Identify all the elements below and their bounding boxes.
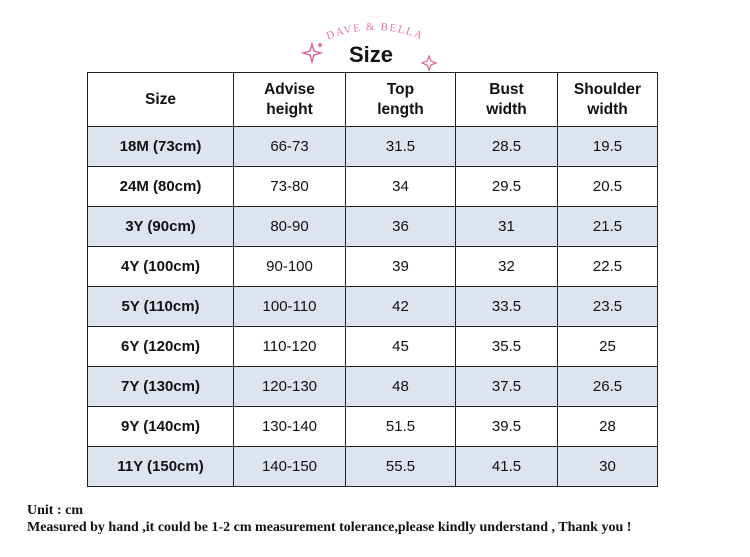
value-cell: 32 — [455, 246, 558, 287]
value-cell: 31 — [455, 206, 558, 247]
value-cell: 30 — [557, 446, 658, 487]
size-cell: 18M (73cm) — [87, 126, 234, 167]
value-cell: 20.5 — [557, 166, 658, 207]
value-cell: 100-110 — [233, 286, 346, 327]
value-cell: 36 — [345, 206, 456, 247]
size-cell: 7Y (130cm) — [87, 366, 234, 407]
value-cell: 130-140 — [233, 406, 346, 447]
header-row: Size Advise height Top length Bust width Sho… — [87, 72, 658, 127]
value-cell: 35.5 — [455, 326, 558, 367]
brand-logo: DAVE & BELLA — [300, 21, 438, 72]
value-cell: 120-130 — [233, 366, 346, 407]
size-cell: 9Y (140cm) — [87, 406, 234, 447]
value-cell: 23.5 — [557, 286, 658, 327]
value-cell: 19.5 — [557, 126, 658, 167]
value-cell: 73-80 — [233, 166, 346, 207]
value-cell: 22.5 — [557, 246, 658, 287]
size-cell: 3Y (90cm) — [87, 206, 234, 247]
sparkle — [420, 54, 438, 72]
column-header: Bust width — [455, 72, 558, 127]
value-cell: 140-150 — [233, 446, 346, 487]
table-row: 6Y (120cm) 110-120 45 35.5 25 — [87, 326, 658, 367]
size-cell: 5Y (110cm) — [87, 286, 234, 327]
value-cell: 25 — [557, 326, 658, 367]
measure-note: Measured by hand ,it could be 1-2 cm mea… — [27, 520, 632, 535]
table-row: 7Y (130cm) 120-130 48 37.5 26.5 — [87, 366, 658, 407]
value-cell: 31.5 — [345, 126, 456, 167]
value-cell: 28 — [557, 406, 658, 447]
value-cell: 39.5 — [455, 406, 558, 447]
value-cell: 37.5 — [455, 366, 558, 407]
title: Size — [348, 42, 394, 67]
value-cell: 39 — [345, 246, 456, 287]
size-cell: 4Y (100cm) — [87, 246, 234, 287]
size-table: Size Advise height Top length Bust width Sho… — [87, 72, 658, 487]
size-cell: 11Y (150cm) — [87, 446, 234, 487]
size-cell: 24M (80cm) — [87, 166, 234, 207]
value-cell: 80-90 — [233, 206, 346, 247]
value-cell: 90-100 — [233, 246, 346, 287]
value-cell: 34 — [345, 166, 456, 207]
value-cell: 42 — [345, 286, 456, 327]
brand-name: DAVE & BELLA — [325, 21, 426, 42]
table-row: 9Y (140cm) 130-140 51.5 39.5 28 — [87, 406, 658, 447]
sparkle — [317, 42, 323, 48]
value-cell: 28.5 — [455, 126, 558, 167]
value-cell: 66-73 — [233, 126, 346, 167]
table-row: 18M (73cm) 66-73 31.5 28.5 19.5 — [87, 126, 658, 167]
table-row: 24M (80cm) 73-80 34 29.5 20.5 — [87, 166, 658, 207]
value-cell: 45 — [345, 326, 456, 367]
table-body: 18M (73cm) 66-73 31.5 28.5 19.5 24M (80cm) 73-… — [87, 126, 658, 487]
table-row: 5Y (110cm) 100-110 42 33.5 23.5 — [87, 286, 658, 327]
column-header: Shoulder width — [557, 72, 658, 127]
value-cell: 110-120 — [233, 326, 346, 367]
unit-note: Unit : cm — [27, 503, 83, 518]
column-header: Top length — [345, 72, 456, 127]
value-cell: 48 — [345, 366, 456, 407]
column-header: Size — [87, 72, 234, 127]
table-row: 11Y (150cm) 140-150 55.5 41.5 30 — [87, 446, 658, 487]
table-row: 3Y (90cm) 80-90 36 31 21.5 — [87, 206, 658, 247]
value-cell: 26.5 — [557, 366, 658, 407]
value-cell: 21.5 — [557, 206, 658, 247]
value-cell: 33.5 — [455, 286, 558, 327]
value-cell: 41.5 — [455, 446, 558, 487]
value-cell: 51.5 — [345, 406, 456, 447]
sparkle — [300, 41, 324, 65]
size-cell: 6Y (120cm) — [87, 326, 234, 367]
value-cell: 55.5 — [345, 446, 456, 487]
column-header: Advise height — [233, 72, 346, 127]
table-row: 4Y (100cm) 90-100 39 32 22.5 — [87, 246, 658, 287]
value-cell: 29.5 — [455, 166, 558, 207]
brand-text: DAVE & BELLA — [325, 21, 424, 42]
